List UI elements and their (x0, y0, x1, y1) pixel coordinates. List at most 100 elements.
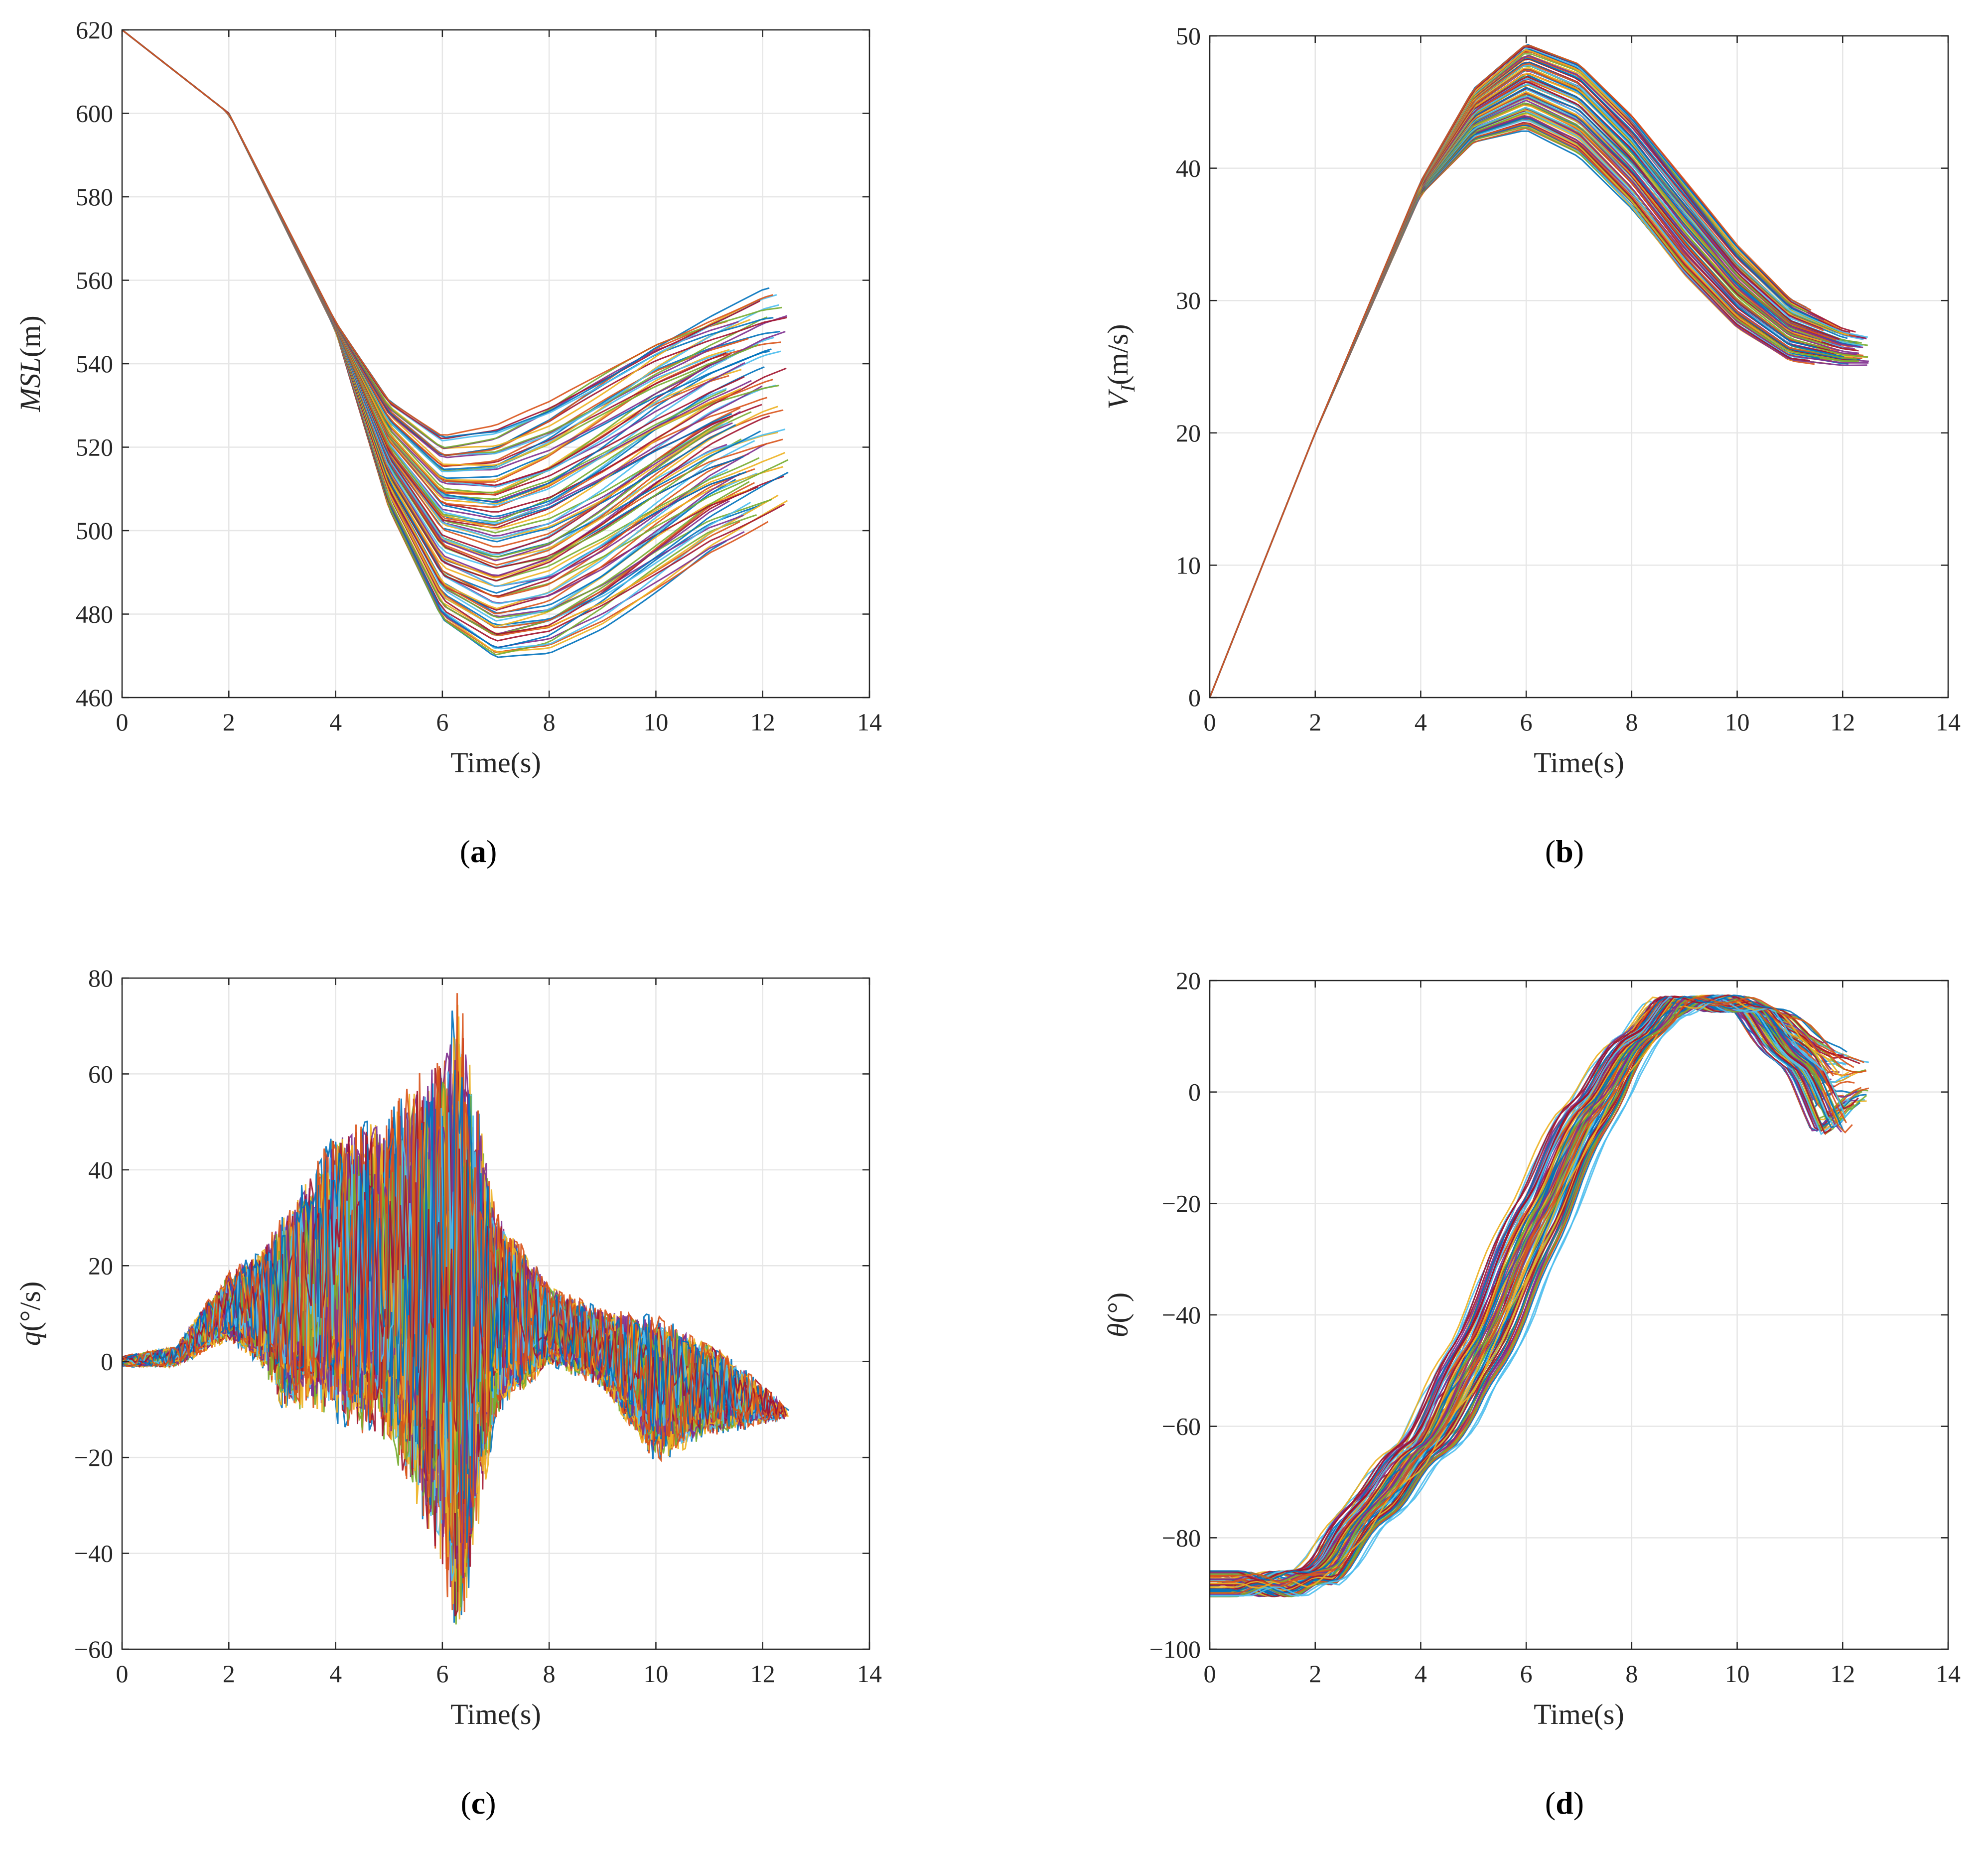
series-line-8 (1209, 124, 1848, 698)
series-line-49 (1209, 87, 1859, 698)
y-tick-label: 620 (76, 16, 113, 44)
series-line-27 (1209, 998, 1865, 1597)
series-line-89 (122, 29, 768, 456)
x-tick-label: 8 (543, 1660, 556, 1688)
y-tick-label: 20 (1176, 419, 1201, 447)
y-axis-unit: (m) (14, 315, 46, 357)
x-axis-label: Time(s) (1534, 1698, 1624, 1730)
x-tick-label: 2 (223, 708, 235, 736)
series-line-22 (1209, 109, 1861, 698)
series-line-74 (122, 29, 745, 488)
panel-b-velocity-chart: 0 2 4 6 8 10 12 14 0 10 20 30 40 50 Time(s) VI(m/s) (b) (1102, 22, 1961, 869)
x-axis-label: Time(s) (1534, 746, 1624, 779)
series-line-86 (1209, 55, 1856, 698)
x-tick-label: 0 (116, 1660, 129, 1688)
series-line-46 (1209, 88, 1855, 698)
plot-frame (1209, 35, 1949, 699)
series-line-33 (1209, 102, 1868, 698)
x-tick-label: 0 (116, 708, 129, 736)
x-tick-label: 8 (543, 708, 556, 736)
series-line-39 (1209, 97, 1859, 698)
series-line-83 (122, 29, 735, 472)
series-line-24 (1209, 109, 1853, 698)
series-line-50 (1210, 995, 1814, 1581)
y-tick-label: −40 (1162, 1301, 1201, 1329)
series-line-51 (1209, 84, 1808, 698)
series-line-61 (1209, 75, 1868, 698)
series-line-30 (1209, 104, 1864, 698)
series-line-74 (1209, 64, 1824, 698)
x-tick-label: 14 (1936, 1660, 1961, 1688)
series-line-8 (1209, 998, 1864, 1592)
series-line-76 (1209, 64, 1864, 698)
series-line-47 (1209, 86, 1829, 698)
series-line-44 (1209, 93, 1833, 698)
series-line-63 (1209, 76, 1819, 698)
series-line-65 (1210, 995, 1867, 1584)
series-line-95 (1209, 46, 1825, 698)
series-line-9 (1209, 123, 1832, 698)
x-tick-label: 14 (857, 1660, 882, 1688)
x-tick-label: 14 (1936, 708, 1961, 736)
panel-a-msl-chart: 0 2 4 6 8 10 12 14 460 480 500 520 540 560 580 600 620 Ti… (14, 16, 882, 869)
y-tick-label: −60 (1162, 1413, 1201, 1440)
series-line-70 (122, 29, 745, 496)
y-axis-label: θ(°) (1102, 1292, 1134, 1337)
series-line-38 (1209, 98, 1840, 698)
series-line-98 (122, 29, 761, 439)
y-tick-label: 40 (1176, 154, 1201, 182)
series-line-89 (1209, 53, 1840, 698)
series-line-2 (1209, 127, 1815, 698)
x-tick-label: 4 (1415, 708, 1427, 736)
series-line-68 (1209, 69, 1862, 698)
series-line-80 (122, 29, 730, 481)
x-tick-label: 2 (1309, 708, 1321, 736)
series-line-97 (1210, 997, 1846, 1597)
y-tick-label: 600 (76, 100, 113, 128)
series-line-83 (1210, 994, 1810, 1581)
series-line-66 (1210, 998, 1840, 1597)
series-line-27 (1209, 107, 1828, 698)
series-line-67 (1209, 70, 1841, 698)
series-line-84 (122, 29, 727, 467)
y-tick-label: 80 (88, 964, 113, 992)
y-tick-label: 0 (101, 1348, 113, 1376)
series-line-5 (1209, 127, 1807, 698)
series-line-65 (1209, 73, 1837, 698)
y-tick-label: −40 (74, 1540, 113, 1568)
series-line-62 (1209, 77, 1863, 698)
y-tick-label: 480 (76, 600, 113, 628)
x-tick-label: 10 (1725, 708, 1750, 736)
x-tick-label: 12 (1830, 708, 1855, 736)
series-line-60 (1209, 78, 1863, 698)
series-line-12 (1209, 997, 1868, 1594)
x-tick-label: 2 (1309, 1660, 1321, 1688)
y-tick-label: 40 (88, 1156, 113, 1184)
y-tick-label: −20 (74, 1443, 113, 1471)
series-line-98 (1209, 45, 1856, 698)
series-line-62 (122, 29, 727, 524)
series-line-98 (122, 1148, 787, 1432)
series-line-86 (1210, 999, 1847, 1595)
series-line-93 (1209, 51, 1838, 698)
y-tick-label: 50 (1176, 22, 1201, 50)
x-tick-label: 10 (643, 708, 668, 736)
series-line-36 (1209, 997, 1867, 1596)
series-line-82 (1209, 56, 1848, 698)
series-line-85 (1209, 56, 1828, 698)
y-axis-variable: MSL (14, 357, 46, 413)
x-tick-label: 8 (1625, 708, 1638, 736)
series-line-70 (1209, 68, 1840, 698)
series-line-29 (1209, 103, 1845, 698)
series-line-96 (1209, 44, 1808, 698)
series-line-6 (1209, 124, 1808, 698)
x-tick-label: 4 (1415, 1660, 1427, 1688)
panel-label: (a) (460, 834, 497, 869)
series-line-32 (1209, 99, 1857, 698)
series-line-68 (1210, 997, 1846, 1595)
y-tick-label: 520 (76, 433, 113, 461)
x-tick-label: 12 (1830, 1660, 1855, 1688)
y-tick-label: −100 (1149, 1635, 1201, 1663)
series-line-10 (1209, 119, 1812, 698)
